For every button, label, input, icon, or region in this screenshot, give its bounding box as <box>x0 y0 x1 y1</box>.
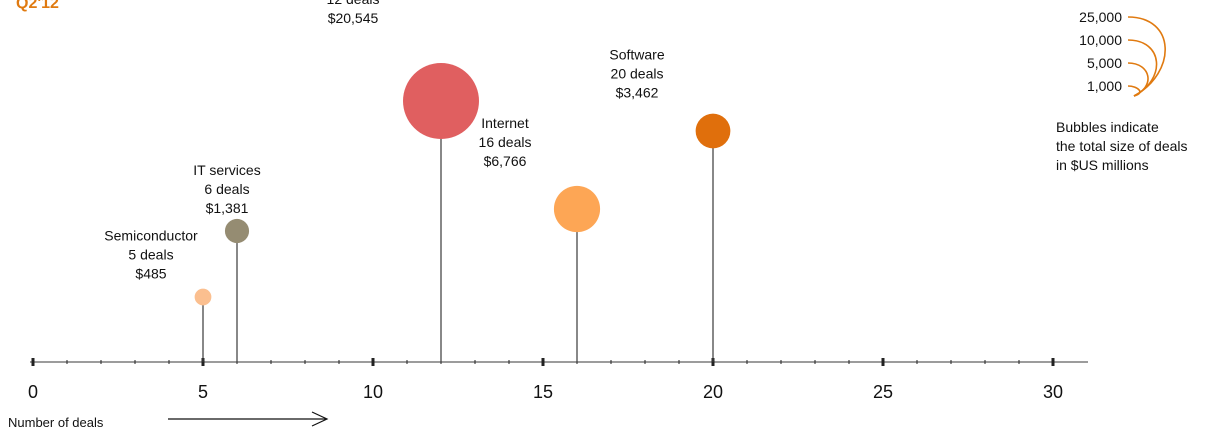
data-label-semiconductor: $485 <box>135 266 166 282</box>
data-label-software: Software <box>609 47 664 63</box>
size-legend-note: in $US millions <box>1056 157 1149 173</box>
bubble-semiconductor <box>194 288 212 306</box>
x-axis-label: Number of deals <box>8 415 104 430</box>
data-label-it-services: IT services <box>193 162 260 178</box>
size-legend-value: 5,000 <box>1087 55 1122 71</box>
data-label-semiconductor: 5 deals <box>128 247 173 263</box>
data-label-it-services: $1,381 <box>206 200 249 216</box>
size-legend-note: Bubbles indicate <box>1056 119 1159 135</box>
bubble-it-services <box>224 218 250 244</box>
size-legend-arc <box>1127 62 1149 97</box>
x-tick-label: 10 <box>363 382 383 402</box>
x-tick-label: 25 <box>873 382 893 402</box>
x-axis: 0 5 10 15 20 25 30 Number of deals <box>8 358 1088 430</box>
size-legend: 25,000 10,000 5,000 1,000 Bubbles indicate th… <box>1056 9 1188 173</box>
size-legend-note: the total size of deals <box>1056 138 1188 154</box>
x-tick-label: 20 <box>703 382 723 402</box>
data-label-internet: 16 deals <box>479 134 532 150</box>
data-label-software: 20 deals <box>611 66 664 82</box>
x-tick-label: 30 <box>1043 382 1063 402</box>
bubble-software <box>695 113 731 149</box>
data-label-software: $3,462 <box>616 85 659 101</box>
stems <box>202 101 714 362</box>
size-legend-value: 1,000 <box>1087 78 1122 94</box>
data-label-hardware: 12 deals <box>327 0 380 7</box>
data-label-semiconductor: Semiconductor <box>104 228 198 244</box>
data-label-hardware: $20,545 <box>328 10 379 26</box>
x-tick-label: 0 <box>28 382 38 402</box>
data-label-internet: Internet <box>481 115 529 131</box>
bubbles <box>194 63 731 306</box>
size-legend-arc <box>1127 85 1141 97</box>
size-legend-value: 25,000 <box>1079 9 1122 25</box>
x-axis-arrowhead <box>311 411 329 427</box>
data-label-internet: $6,766 <box>484 153 527 169</box>
bubble-internet <box>553 185 601 233</box>
x-tick-label: 15 <box>533 382 553 402</box>
page-title: Q2'12 <box>16 0 59 12</box>
size-legend-value: 10,000 <box>1079 32 1122 48</box>
bubble-hardware <box>403 63 479 139</box>
data-label-it-services: 6 deals <box>204 181 249 197</box>
data-labels: Semiconductor 5 deals $485 IT services 6 dea… <box>104 0 665 282</box>
x-tick-label: 5 <box>198 382 208 402</box>
